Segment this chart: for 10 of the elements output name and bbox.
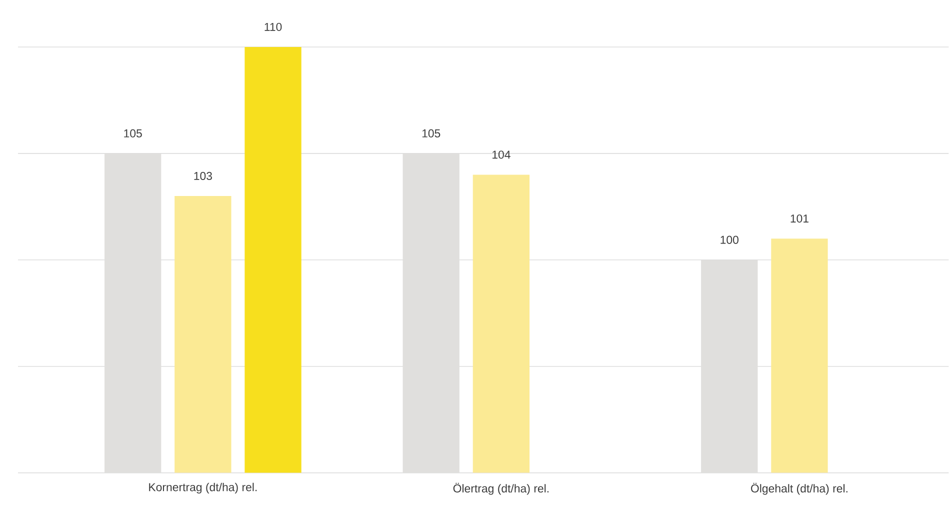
x-tick-label: Ölgehalt (dt/ha) rel. [751, 482, 848, 495]
data-label: 100 [720, 236, 738, 244]
data-label: 101 [790, 214, 808, 223]
x-tick-label: Kornertrag (dt/ha) rel. [149, 482, 257, 494]
data-label: 104 [492, 150, 510, 159]
data-label: 103 [194, 172, 212, 180]
x-tick-label: Ölertrag (dt/ha) rel. [453, 482, 549, 495]
data-label: 105 [124, 129, 142, 138]
data-label: 110 [264, 22, 282, 32]
data-label: 105 [422, 129, 440, 138]
